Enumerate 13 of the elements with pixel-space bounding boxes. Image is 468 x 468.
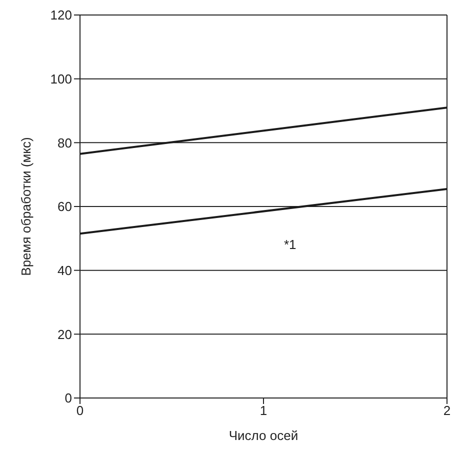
y-tick-label: 80 — [58, 135, 72, 150]
y-tick-label: 120 — [50, 8, 72, 23]
y-tick-label: 20 — [58, 326, 72, 342]
y-axis-title: Время обработки (мкс) — [18, 137, 34, 276]
x-tick-label: 1 — [260, 403, 268, 418]
x-axis-title: Число осей — [228, 428, 298, 443]
y-tick-label: 40 — [58, 262, 72, 278]
x-tick-label: 2 — [443, 403, 451, 418]
y-tick-label: 60 — [58, 199, 72, 214]
x-tick-label: 0 — [76, 403, 84, 418]
y-tick-label: 100 — [50, 71, 72, 86]
y-tick-label: 0 — [64, 390, 72, 406]
annotation: *1 — [284, 237, 296, 252]
